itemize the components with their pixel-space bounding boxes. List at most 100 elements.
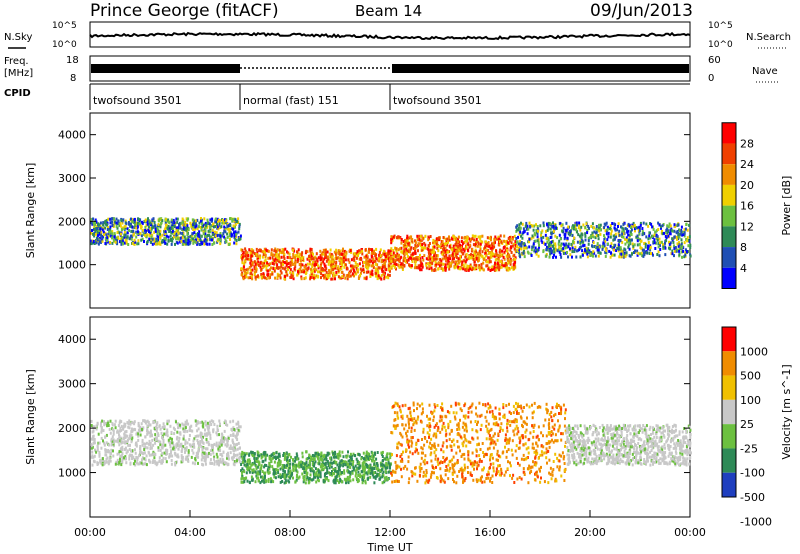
data-cell	[263, 262, 265, 266]
data-cell	[240, 480, 243, 484]
data-cell	[368, 247, 370, 251]
data-cell	[346, 267, 349, 271]
data-cell	[256, 255, 259, 258]
data-cell	[320, 276, 322, 280]
data-cell	[243, 272, 246, 276]
data-cell	[404, 257, 407, 260]
data-cell	[164, 443, 167, 447]
data-cell	[213, 455, 216, 459]
data-cell	[531, 245, 534, 249]
data-cell	[360, 474, 363, 478]
data-cell	[447, 250, 450, 254]
data-cell	[91, 463, 94, 467]
data-cell	[197, 232, 200, 236]
data-cell	[176, 220, 179, 224]
data-cell	[276, 263, 279, 267]
data-cell	[227, 224, 230, 228]
data-cell	[237, 217, 240, 221]
data-cell	[469, 243, 471, 247]
data-cell	[240, 273, 243, 277]
data-cell	[151, 219, 154, 223]
data-cell	[496, 237, 499, 241]
data-cell	[264, 255, 267, 259]
data-cell	[155, 429, 158, 433]
data-cell	[221, 441, 224, 445]
data-cell	[187, 217, 190, 221]
data-cell	[313, 273, 316, 277]
data-cell	[481, 254, 483, 258]
data-cell	[90, 419, 93, 423]
data-cell	[530, 254, 533, 257]
colorbar-tick-label: 16	[740, 200, 754, 213]
data-cell	[177, 228, 180, 232]
data-cell	[404, 238, 407, 242]
data-cell	[314, 475, 317, 479]
data-cell	[440, 263, 443, 267]
data-cell	[404, 259, 407, 262]
data-cell	[91, 229, 93, 232]
data-cell	[136, 232, 139, 235]
data-cell	[285, 480, 287, 484]
data-cell	[668, 240, 670, 244]
data-cell	[206, 433, 208, 437]
data-cell	[353, 274, 355, 278]
data-cell	[132, 455, 135, 459]
data-cell	[254, 275, 257, 279]
data-cell	[245, 257, 248, 261]
data-cell	[136, 458, 139, 462]
data-cell	[177, 447, 180, 451]
data-cell	[406, 234, 409, 238]
data-cell	[291, 258, 294, 262]
data-cell	[610, 251, 612, 255]
data-cell	[93, 454, 96, 458]
data-cell	[610, 227, 613, 231]
data-cell	[623, 251, 626, 255]
data-cell	[337, 256, 340, 260]
data-cell	[579, 241, 582, 245]
data-cell	[536, 227, 539, 231]
data-cell	[180, 240, 183, 243]
data-cell	[390, 256, 393, 260]
data-cell	[329, 248, 332, 252]
data-cell	[454, 243, 457, 246]
data-cell	[130, 438, 133, 442]
data-cell	[256, 251, 259, 255]
data-cell	[401, 266, 404, 270]
data-cell	[148, 453, 151, 457]
data-cell	[343, 252, 346, 256]
data-cell	[282, 263, 285, 266]
data-cell	[429, 257, 432, 261]
data-cell	[144, 231, 147, 235]
data-cell	[523, 242, 526, 246]
data-cell	[564, 232, 567, 236]
data-cell	[464, 260, 467, 264]
data-cell	[425, 263, 428, 267]
data-cell	[640, 239, 643, 243]
data-cell	[596, 248, 599, 252]
data-cell	[438, 238, 440, 242]
data-cell	[101, 428, 104, 432]
data-cell	[173, 232, 176, 236]
data-cell	[625, 251, 628, 255]
data-cell	[133, 458, 136, 461]
data-cell	[387, 273, 389, 277]
data-cell	[159, 427, 162, 431]
data-cell	[264, 258, 267, 262]
data-cell	[262, 253, 265, 256]
data-cell	[338, 258, 341, 262]
data-cell	[521, 222, 524, 226]
data-cell	[247, 267, 250, 271]
data-cell	[234, 237, 237, 241]
data-cell	[181, 217, 184, 221]
data-cell	[436, 254, 439, 258]
data-cell	[328, 252, 331, 256]
data-cell	[148, 431, 151, 435]
data-cell	[90, 424, 93, 427]
data-cell	[199, 225, 202, 229]
data-cell	[632, 246, 635, 250]
data-cell	[150, 446, 153, 450]
data-cell	[109, 241, 112, 244]
data-cell	[176, 435, 179, 439]
data-cell	[136, 226, 139, 230]
data-cell	[173, 221, 176, 225]
